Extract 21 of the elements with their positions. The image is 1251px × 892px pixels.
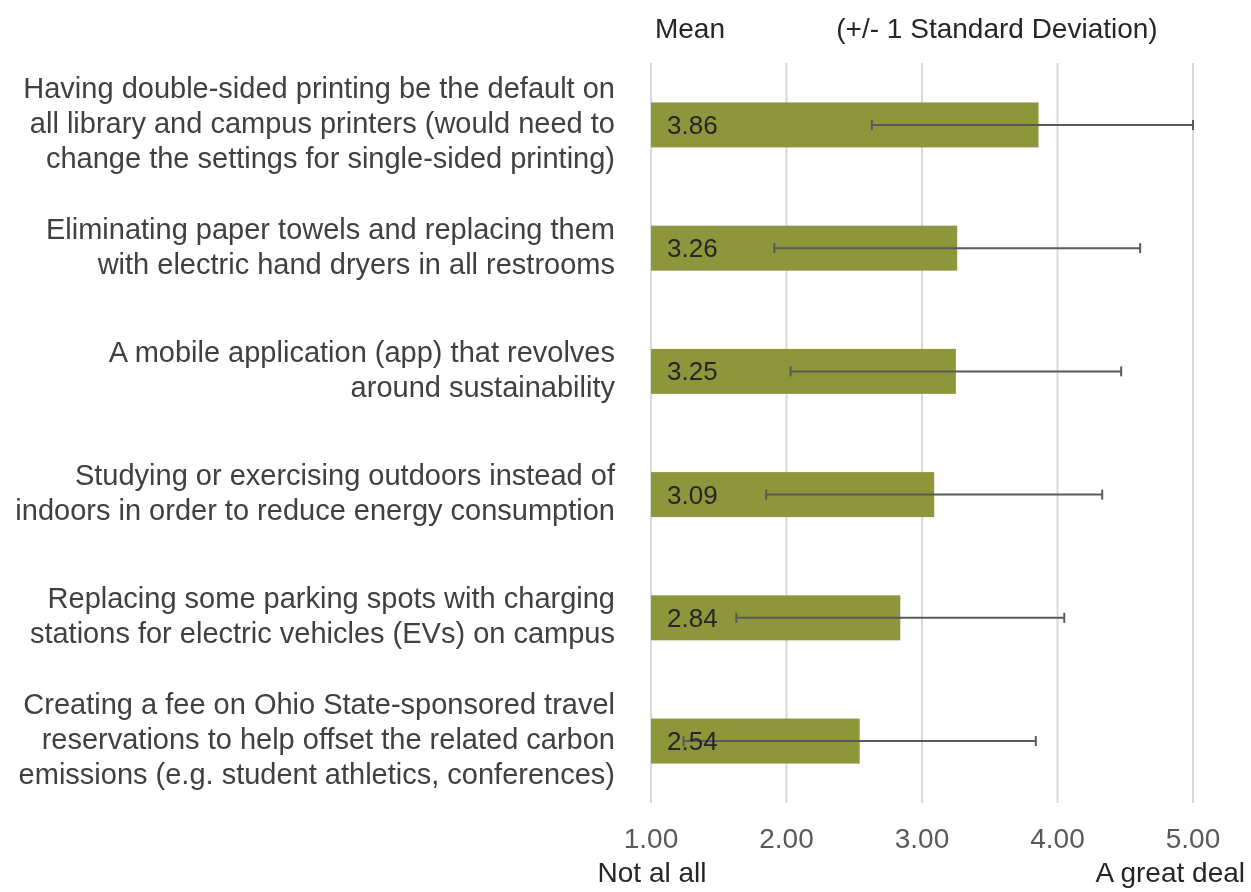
- data-label: 3.26: [667, 233, 718, 264]
- y-tick-label: Eliminating paper towels and replacing them with electric hand dryers in all restrooms: [45, 212, 615, 280]
- data-label: 3.09: [667, 479, 718, 510]
- y-tick-label: Replacing some parking spots with charging stations for electric vehicles (EVs) on campus: [29, 582, 615, 650]
- text: Not al all: [597, 857, 707, 888]
- y-tick-label: Studying or exercising outdoors instead of indoors in order to reduce energy consumption: [15, 459, 616, 527]
- y-tick-label: A mobile application (app) that revolves around sustainability: [108, 335, 616, 403]
- text: A great deal: [1095, 857, 1245, 888]
- y-tick-label: Creating a fee on Ohio State-sponsored travel reservations to help offset the related carbon emissions (e.g. student athletics, conferences): [18, 688, 615, 791]
- x-tick-label: 1.00: [623, 823, 679, 854]
- text: (+/- 1 Standard Deviation): [836, 13, 1158, 44]
- x-tick-label: 3.00: [894, 823, 950, 854]
- x-tick-label: 5.00: [1165, 823, 1221, 854]
- data-label: 2.54: [667, 726, 718, 757]
- data-label: 3.86: [667, 109, 718, 140]
- data-label: 3.25: [667, 356, 718, 387]
- y-tick-label: Having double-sided printing be the default on all library and campus printers (would need to change the settings for single-sided printing): [23, 71, 615, 174]
- x-tick-label: 2.00: [759, 823, 814, 854]
- x-tick-label: 4.00: [1030, 823, 1085, 854]
- data-label: 2.84: [667, 602, 718, 633]
- text: Mean: [654, 13, 726, 44]
